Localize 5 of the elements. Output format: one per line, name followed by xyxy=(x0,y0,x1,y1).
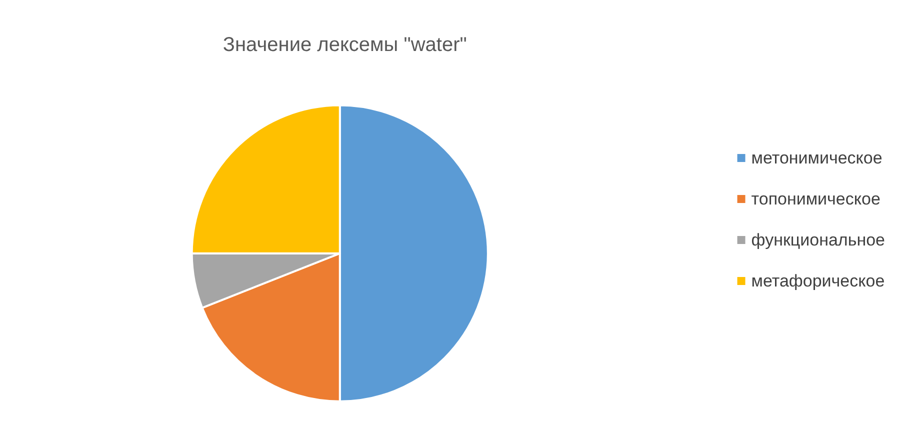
legend-label: метафорическое xyxy=(751,272,885,290)
legend-label: функциональное xyxy=(751,230,886,250)
legend-label: топонимическое xyxy=(751,190,880,208)
chart-title: Значение лексемы "water" xyxy=(222,34,467,56)
legend-label: метонимическое xyxy=(751,148,882,168)
